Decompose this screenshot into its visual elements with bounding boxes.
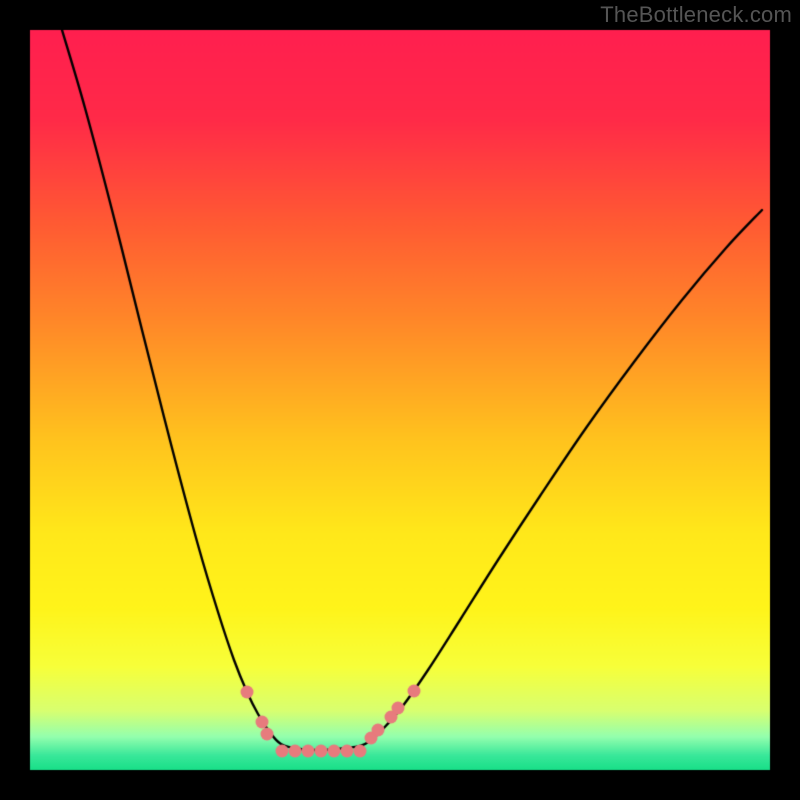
bottleneck-chart-canvas <box>0 0 800 800</box>
watermark-text: TheBottleneck.com <box>600 2 792 28</box>
chart-container: TheBottleneck.com <box>0 0 800 800</box>
